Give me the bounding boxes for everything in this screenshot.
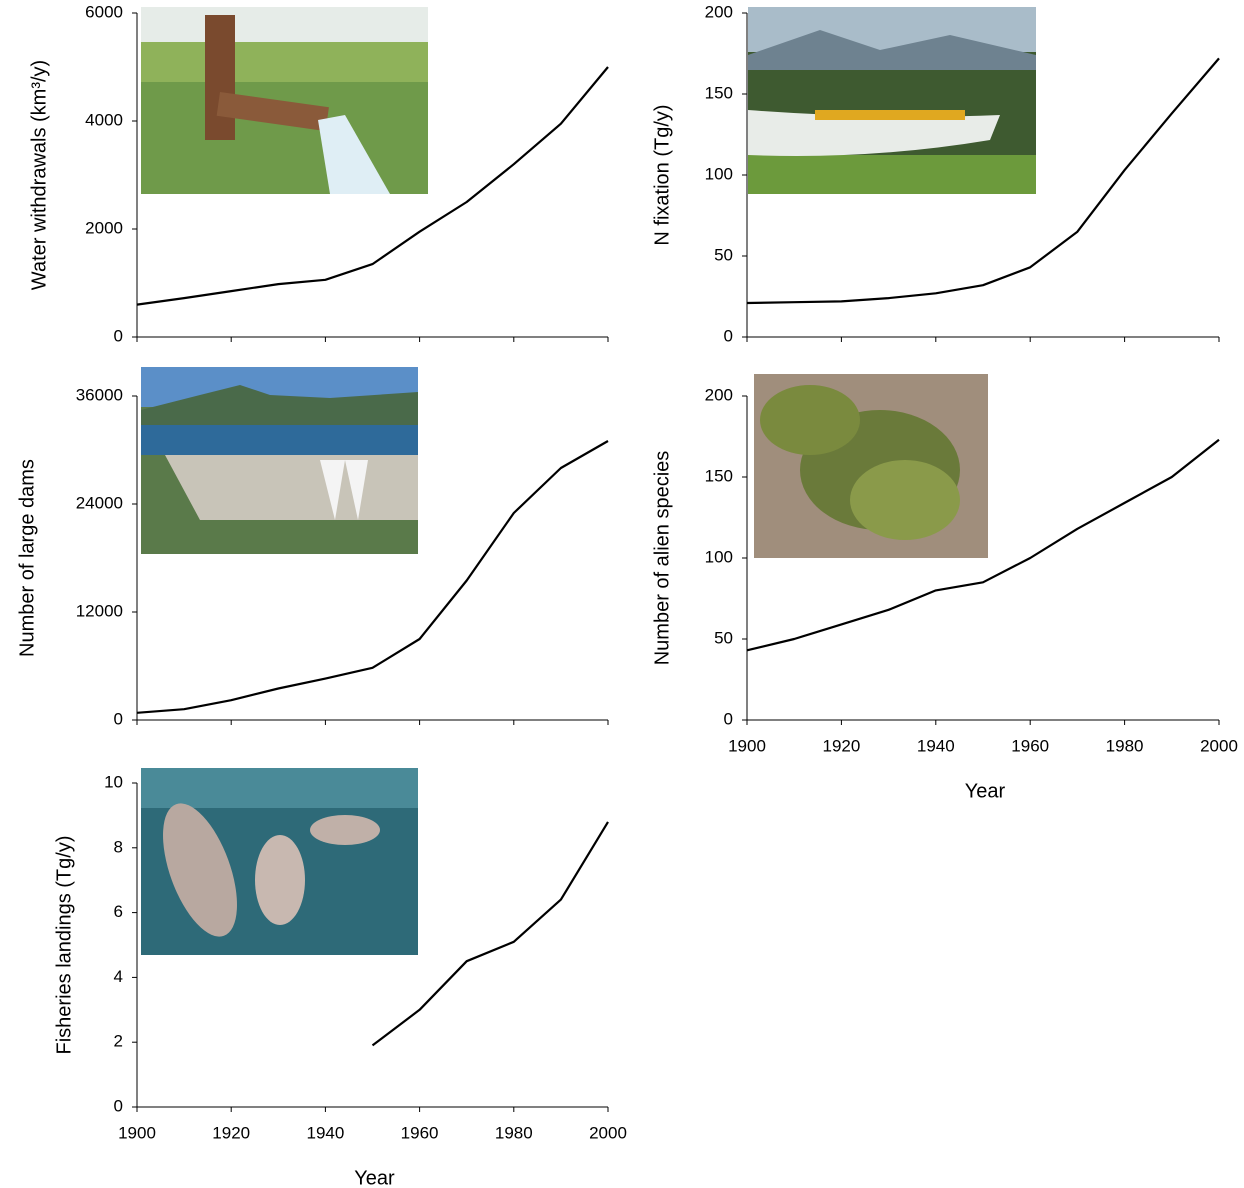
x-tick-label: 2000 xyxy=(1200,736,1238,755)
x-tick-label: 1980 xyxy=(1106,736,1144,755)
y-tick-label: 4000 xyxy=(85,110,123,129)
x-tick-label: 1940 xyxy=(306,1123,344,1142)
y-tick-label: 2 xyxy=(114,1032,123,1051)
photo-pump xyxy=(141,7,428,194)
y-axis-label: Fisheries landings (Tg/y) xyxy=(53,836,75,1055)
y-tick-label: 6 xyxy=(114,902,123,921)
y-axis-label: Number of alien species xyxy=(651,451,673,666)
y-tick-label: 50 xyxy=(714,628,733,647)
x-tick-label: 1900 xyxy=(728,736,766,755)
y-tick-label: 24000 xyxy=(76,493,123,512)
y-tick-label: 12000 xyxy=(76,601,123,620)
x-tick-label: 2000 xyxy=(589,1123,627,1142)
y-tick-label: 0 xyxy=(724,326,733,345)
y-tick-label: 100 xyxy=(705,164,733,183)
y-tick-label: 8 xyxy=(114,837,123,856)
y-tick-label: 0 xyxy=(114,1096,123,1115)
y-axis-label: Water withdrawals (km³/y) xyxy=(28,60,50,290)
y-tick-label: 150 xyxy=(705,466,733,485)
y-tick-label: 150 xyxy=(705,83,733,102)
y-tick-label: 50 xyxy=(714,245,733,264)
y-tick-label: 10 xyxy=(104,772,123,791)
photo-dam xyxy=(141,367,418,554)
y-tick-label: 200 xyxy=(705,385,733,404)
y-axis-label: Number of large dams xyxy=(16,459,38,657)
x-tick-label: 1980 xyxy=(495,1123,533,1142)
x-axis-label: Year xyxy=(965,780,1006,802)
photo-plane xyxy=(748,7,1036,194)
y-tick-label: 0 xyxy=(724,709,733,728)
y-tick-label: 100 xyxy=(705,547,733,566)
y-tick-label: 2000 xyxy=(85,218,123,237)
y-tick-label: 4 xyxy=(114,967,123,986)
x-tick-label: 1900 xyxy=(118,1123,156,1142)
y-tick-label: 200 xyxy=(705,2,733,21)
figure: 0200040006000Water withdrawals (km³/y)05… xyxy=(0,0,1244,1188)
x-tick-label: 1960 xyxy=(1011,736,1049,755)
photo-frog xyxy=(754,374,988,558)
y-tick-label: 0 xyxy=(114,326,123,345)
y-tick-label: 6000 xyxy=(85,2,123,21)
x-axis-label: Year xyxy=(354,1167,395,1188)
x-tick-label: 1920 xyxy=(822,736,860,755)
x-tick-label: 1920 xyxy=(212,1123,250,1142)
x-tick-label: 1940 xyxy=(917,736,955,755)
y-tick-label: 36000 xyxy=(76,385,123,404)
x-tick-label: 1960 xyxy=(401,1123,439,1142)
y-axis-label: N fixation (Tg/y) xyxy=(651,104,673,245)
photo-fish xyxy=(141,768,418,955)
y-tick-label: 0 xyxy=(114,709,123,728)
